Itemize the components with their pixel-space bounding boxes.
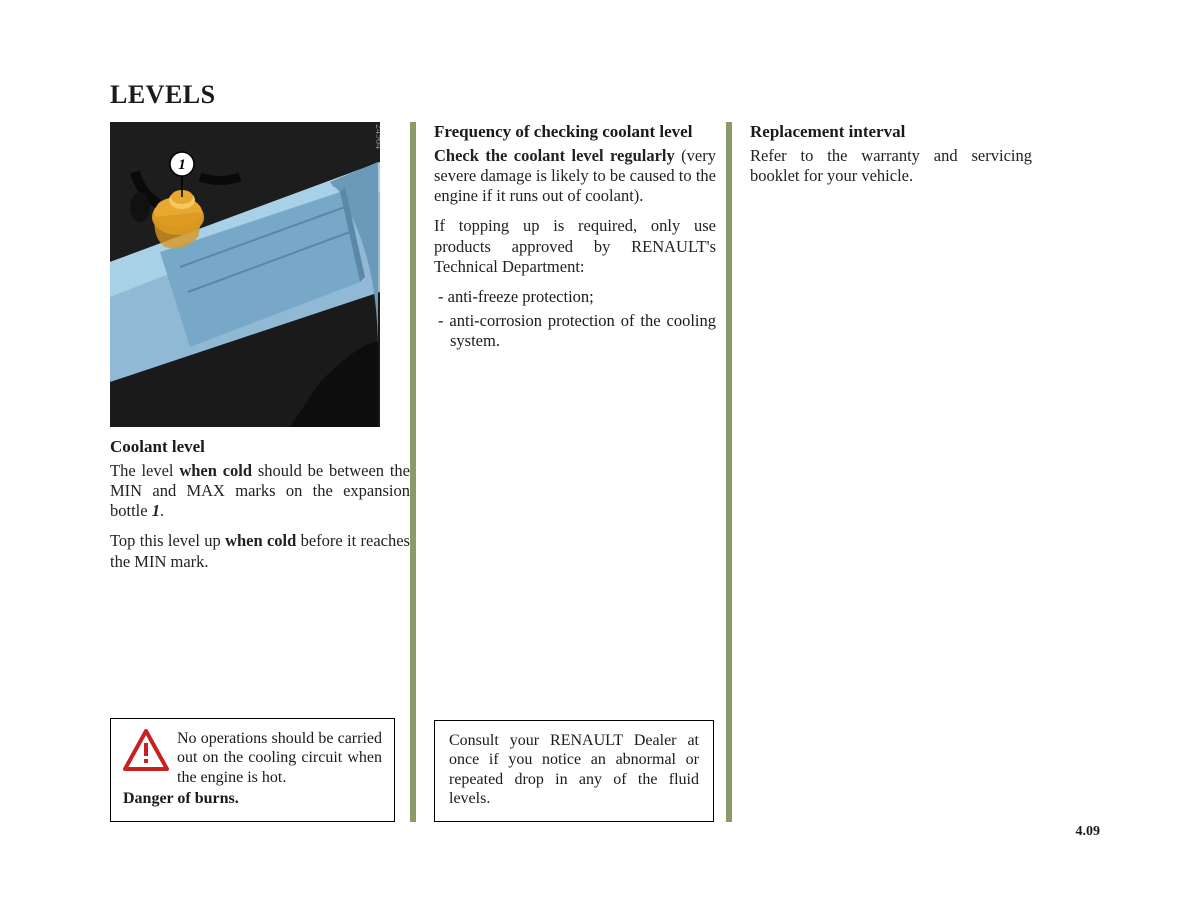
bold-text: Check the coolant level regularly <box>434 146 675 165</box>
coolant-p1: The level when cold should be between th… <box>110 461 410 521</box>
replacement-p1: Refer to the warranty and servicing book… <box>750 146 1032 186</box>
replacement-heading: Replacement interval <box>750 122 1032 142</box>
engine-svg: 1 <box>110 122 380 427</box>
bold-text: when cold <box>225 531 296 550</box>
warning-danger: Danger of burns. <box>123 789 382 809</box>
warning-box: No operations should be carried out on t… <box>110 718 395 822</box>
frequency-p2: If topping up is required, only use prod… <box>434 216 716 276</box>
engine-bay-illustration: 1 24964 <box>110 122 380 427</box>
column-3: Replacement interval Refer to the warran… <box>732 122 1032 822</box>
coolant-p2: Top this level up when cold before it re… <box>110 531 410 571</box>
manual-page: LEVELS <box>0 0 1200 862</box>
text: Top this level up <box>110 531 225 550</box>
column-1: 1 24964 Coolant level The level when col… <box>110 122 410 822</box>
page-number: 4.09 <box>1076 824 1101 840</box>
dealer-note-box: Consult your RENAULT Dealer at once if y… <box>434 720 714 822</box>
image-reference-code: 24964 <box>373 124 380 149</box>
frequency-heading: Frequency of checking coolant level <box>434 122 716 142</box>
text: . <box>160 501 164 520</box>
frequency-p1: Check the coolant level regularly (very … <box>434 146 716 206</box>
bullet-anticorrosion: - anti-corrosion protection of the cooli… <box>434 311 716 351</box>
page-title: LEVELS <box>110 80 1100 110</box>
bullet-antifreeze: - anti-freeze protection; <box>434 287 716 307</box>
coolant-level-heading: Coolant level <box>110 437 410 457</box>
column-2: Frequency of checking coolant level Chec… <box>416 122 726 822</box>
warning-triangle-icon <box>123 729 169 771</box>
ref-number: 1 <box>152 501 160 520</box>
bold-text: when cold <box>179 461 252 480</box>
column-layout: 1 24964 Coolant level The level when col… <box>110 122 1100 822</box>
callout-number: 1 <box>178 157 186 173</box>
text: The level <box>110 461 179 480</box>
